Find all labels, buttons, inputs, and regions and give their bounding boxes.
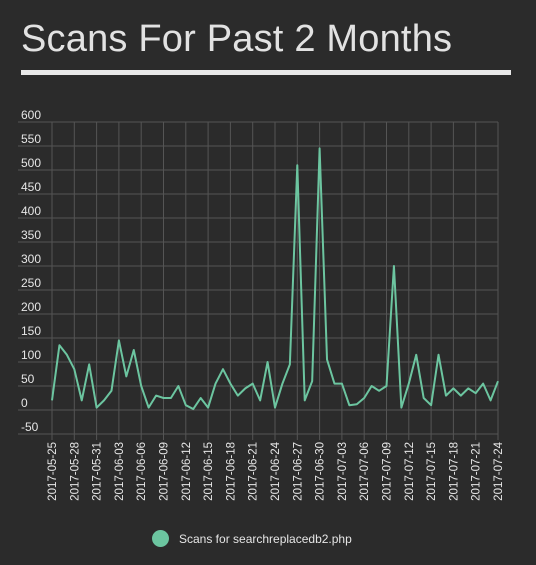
legend-swatch (152, 530, 169, 547)
legend-label: Scans for searchreplacedb2.php (179, 531, 352, 546)
y-tick-label: 550 (21, 132, 41, 146)
y-tick-label: 500 (21, 156, 41, 170)
x-tick-label: 2017-06-12 (181, 442, 193, 501)
y-tick-label: -50 (21, 420, 39, 434)
y-axis-labels: -50 0 50 100 150 200 250 300 350 400 450 500 550 600 (21, 108, 41, 434)
x-tick-label: 2017-05-28 (69, 442, 81, 501)
series-line (51, 147, 499, 411)
y-tick-label: 600 (21, 108, 41, 122)
x-tick-label: 2017-07-15 (426, 442, 438, 501)
x-tick-label: 2017-07-21 (471, 442, 483, 501)
x-tick-label: 2017-06-09 (159, 442, 171, 501)
x-tick-label: 2017-07-18 (448, 442, 460, 501)
y-tick-label: 150 (21, 324, 41, 338)
x-tick-label: 2017-06-06 (136, 442, 148, 501)
y-tick-label: 300 (21, 252, 41, 266)
x-tick-label: 2017-06-27 (292, 442, 304, 501)
y-tick-label: 250 (21, 276, 41, 290)
chart-title: Scans For Past 2 Months (21, 18, 453, 60)
y-tick-label: 200 (21, 300, 41, 314)
y-tick-label: 100 (21, 348, 41, 362)
x-tick-label: 2017-07-12 (404, 442, 416, 501)
x-tick-label: 2017-07-24 (493, 441, 505, 500)
x-tick-label: 2017-07-03 (337, 442, 349, 501)
y-tick-label: 50 (21, 372, 35, 386)
x-tick-label: 2017-05-31 (92, 442, 104, 501)
x-tick-label: 2017-06-24 (270, 441, 282, 500)
x-tick-label: 2017-07-09 (382, 442, 394, 501)
x-axis-labels: 2017-05-25 2017-05-28 2017-05-31 2017-06-03… (47, 441, 505, 500)
y-tick-label: 400 (21, 204, 41, 218)
x-tick-label: 2017-06-18 (225, 442, 237, 501)
y-tick-label: 0 (21, 396, 28, 410)
x-tick-label: 2017-06-15 (203, 442, 215, 501)
y-tick-label: 350 (21, 228, 41, 242)
x-tick-label: 2017-06-30 (315, 442, 327, 501)
x-tick-label: 2017-06-03 (114, 442, 126, 501)
title-underline (21, 70, 511, 75)
x-tick-label: 2017-06-21 (248, 442, 260, 501)
grid-layer (18, 121, 499, 440)
x-tick-label: 2017-05-25 (47, 442, 59, 501)
x-tick-label: 2017-07-06 (359, 442, 371, 501)
legend[interactable]: Scans for searchreplacedb2.php (152, 530, 352, 547)
y-tick-label: 450 (21, 180, 41, 194)
